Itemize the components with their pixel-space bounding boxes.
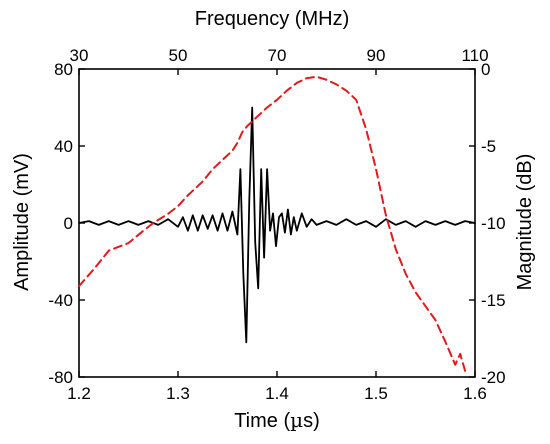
x-bottom-axis-title-suffix: s): [303, 410, 320, 432]
y-left-tick-label: -40: [48, 291, 73, 310]
y-right-tick-label: -15: [481, 291, 506, 310]
x-bottom-axis-title-prefix: Time (: [234, 410, 290, 432]
x-top-axis-title: Frequency (MHz): [195, 8, 349, 30]
magnitude-series-line: [78, 75, 467, 372]
x-top-tick-label: 50: [169, 46, 188, 65]
y-left-tick-label: 80: [54, 60, 73, 79]
x-top-tick-label: 110: [461, 46, 488, 65]
x-top-tick-label: 90: [367, 46, 386, 65]
plot-frame: [78, 68, 476, 378]
y-left-tick-label: 40: [54, 137, 73, 156]
x-bottom-axis-title: Time (µs): [234, 408, 320, 432]
y-left-axis-title: Amplitude (mV): [11, 153, 33, 291]
y-right-tick-label: -10: [481, 214, 506, 233]
x-bottom-tick-label: 1.5: [364, 384, 388, 403]
x-top-tick-label: 70: [268, 46, 287, 65]
y-right-tick-label: -20: [481, 368, 506, 387]
x-bottom-tick-label: 1.6: [463, 384, 487, 403]
amplitude-series-line: [78, 106, 476, 344]
y-left-tick-label: -80: [48, 368, 73, 387]
x-bottom-tick-label: 1.4: [265, 384, 289, 403]
x-bottom-tick-label: 1.3: [166, 384, 190, 403]
y-right-axis-title: Magnitude (dB): [514, 154, 536, 291]
y-right-tick-label: 0: [481, 60, 490, 79]
x-bottom-tick-label: 1.2: [67, 384, 91, 403]
y-left-tick-label: 0: [64, 214, 73, 233]
x-top-tick-label: 30: [70, 46, 89, 65]
y-right-tick-label: -5: [481, 137, 496, 156]
chart-marks: 1.2 1.3 1.4 1.5 1.6 30 50 70 90 110 -80 -40 0 40 80 -20…: [48, 46, 505, 403]
x-bottom-axis-title-symbol: µ: [290, 408, 303, 432]
